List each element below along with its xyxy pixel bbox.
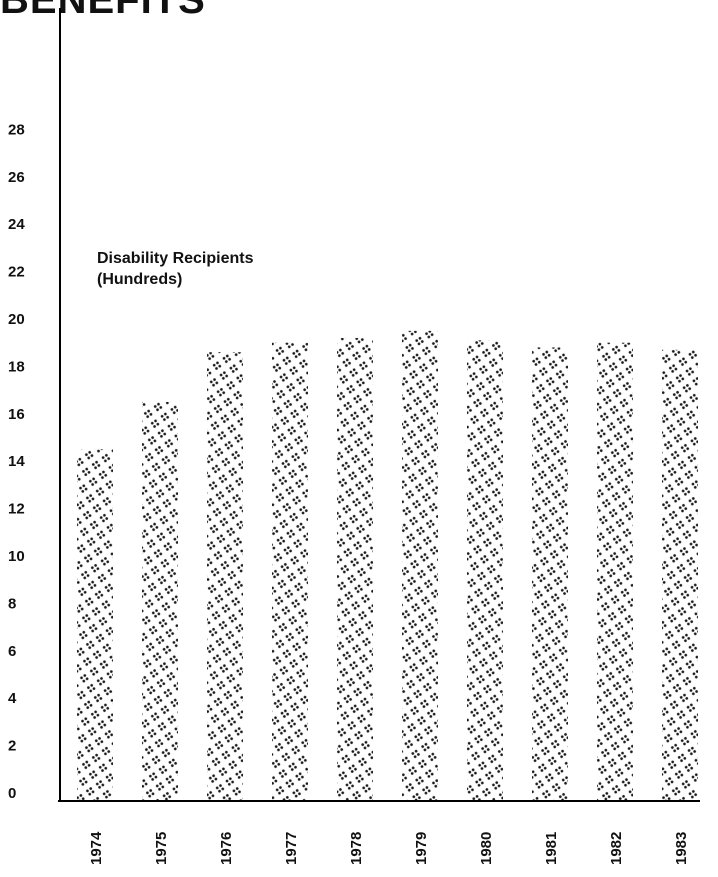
y-tick-label: 14 xyxy=(8,453,25,470)
x-tick-label: 1979 xyxy=(413,832,430,865)
annotation-line-2: (Hundreds) xyxy=(97,271,183,288)
bar-1979 xyxy=(402,330,438,801)
bar-1982 xyxy=(597,342,633,801)
y-tick-label: 6 xyxy=(8,643,16,660)
bars-group xyxy=(77,330,698,801)
y-tick-label: 26 xyxy=(8,169,25,186)
x-axis-ticks: 1974 1975 1976 1977 1978 1979 1980 1981 1982 1983 xyxy=(88,831,690,865)
y-tick-label: 4 xyxy=(8,690,17,707)
x-tick-label: 1975 xyxy=(153,832,170,865)
y-tick-label: 28 xyxy=(8,121,25,138)
y-tick-label: 18 xyxy=(8,358,25,375)
bar-1978 xyxy=(337,337,373,801)
x-tick-label: 1982 xyxy=(608,832,625,865)
y-tick-label: 2 xyxy=(8,738,16,755)
bar-1981 xyxy=(532,347,568,801)
bar-1975 xyxy=(142,401,178,801)
y-tick-label: 0 xyxy=(8,785,16,802)
page-title: BENEFITS xyxy=(0,0,206,22)
bar-1983 xyxy=(662,349,698,801)
x-tick-label: 1974 xyxy=(88,831,105,865)
y-tick-label: 24 xyxy=(8,216,25,233)
bar-1974 xyxy=(77,449,113,801)
x-tick-label: 1978 xyxy=(348,832,365,865)
y-tick-label: 10 xyxy=(8,548,25,565)
y-tick-label: 8 xyxy=(8,595,16,612)
x-tick-label: 1983 xyxy=(673,832,690,865)
y-tick-label: 16 xyxy=(8,406,25,423)
x-tick-label: 1980 xyxy=(478,832,495,865)
x-tick-label: 1981 xyxy=(543,832,560,865)
annotation-line-1: Disability Recipients xyxy=(97,250,254,267)
bar-1977 xyxy=(272,342,308,801)
y-tick-label: 22 xyxy=(8,264,25,281)
bar-1976 xyxy=(207,352,243,801)
x-tick-label: 1976 xyxy=(218,832,235,865)
x-tick-label: 1977 xyxy=(283,832,300,865)
y-tick-label: 12 xyxy=(8,501,25,518)
y-tick-label: 20 xyxy=(8,311,25,328)
bar-1980 xyxy=(467,340,503,801)
chart-annotation: Disability Recipients (Hundreds) xyxy=(97,248,254,290)
